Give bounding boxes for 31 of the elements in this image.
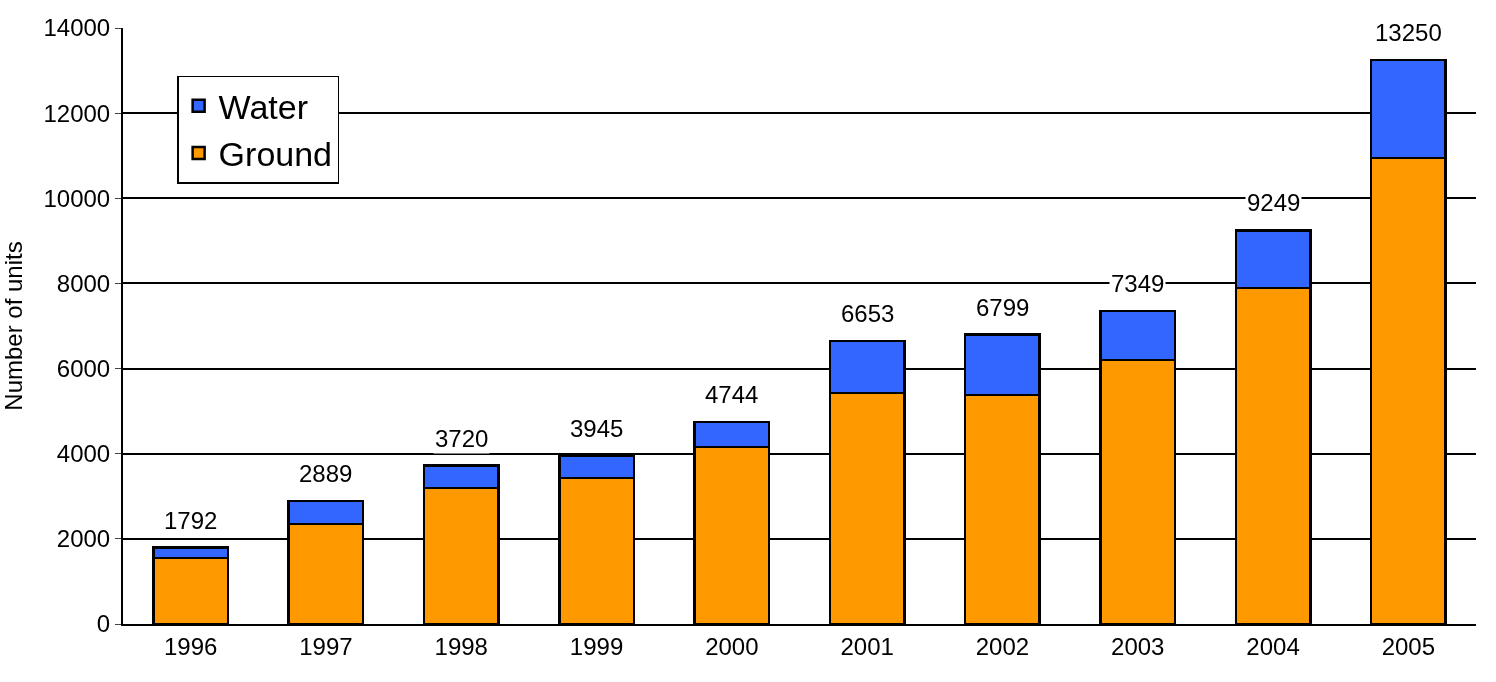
y-axis-title: Number of units [0, 241, 27, 411]
x-tick-label: 2000 [705, 632, 759, 660]
total-label: 13250 [1375, 19, 1442, 46]
x-tick-label: 2003 [1111, 632, 1165, 660]
total-label: 6799 [976, 294, 1030, 321]
x-tick-label: 2001 [840, 632, 894, 660]
x-tick-label: 2002 [975, 632, 1030, 660]
x-tick-label: 1997 [299, 632, 353, 660]
y-tick-label: 14000 [43, 14, 111, 42]
y-tick-label: 10000 [43, 184, 111, 212]
legend-label: Ground [218, 135, 333, 174]
y-tick-label: 8000 [56, 269, 111, 297]
total-label: 4744 [705, 381, 759, 408]
x-tick-label: 2005 [1381, 632, 1436, 660]
y-tick-label: 4000 [56, 440, 111, 468]
total-label: 6653 [841, 300, 895, 327]
x-tick-label: 2004 [1246, 632, 1300, 660]
total-label: 1792 [164, 507, 218, 534]
total-label: 9249 [1247, 189, 1301, 216]
total-label: 3945 [570, 415, 624, 442]
x-tick-label: 1998 [434, 632, 488, 660]
x-tick-label: 1996 [163, 632, 218, 660]
y-tick-label: 6000 [56, 354, 111, 382]
y-tick-label: 0 [96, 610, 111, 638]
y-tick-label: 2000 [56, 525, 111, 553]
total-label: 3720 [435, 425, 489, 452]
total-label: 2889 [299, 460, 353, 487]
total-label: 7349 [1111, 270, 1165, 297]
legend-label: Water [218, 88, 309, 127]
y-tick-label: 12000 [43, 99, 111, 127]
x-tick-label: 1999 [569, 632, 624, 660]
